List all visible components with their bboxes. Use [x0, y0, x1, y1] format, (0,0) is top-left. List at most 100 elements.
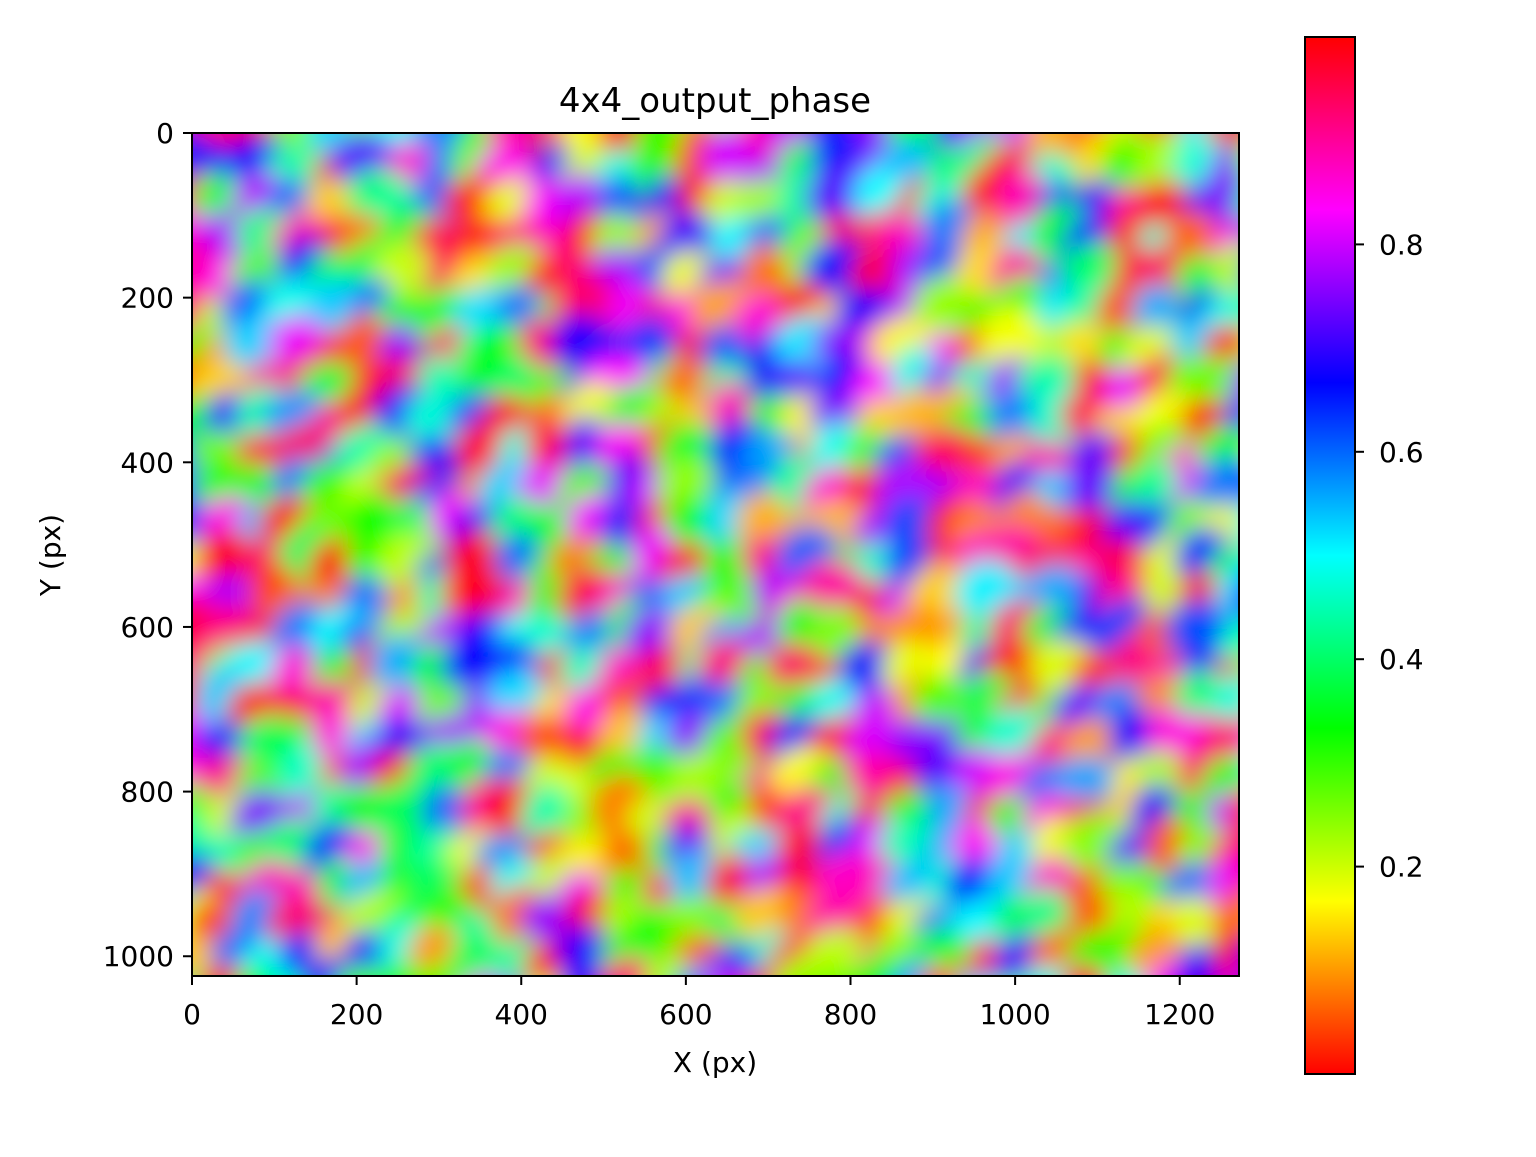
phase-cell	[1229, 792, 1239, 841]
phase-cell	[1204, 73, 1261, 121]
phase-cell	[192, 847, 194, 864]
phase-cell	[747, 970, 789, 976]
colorbar-tick-label: 0.2	[1379, 851, 1424, 884]
phase-cell	[1200, 133, 1217, 135]
phase-cell	[339, 965, 388, 976]
phase-cell	[1230, 968, 1298, 1024]
heatmap-plot	[115, 64, 1311, 1024]
phase-cell	[485, 133, 539, 153]
phase-cell	[1105, 64, 1158, 127]
phase-cell	[316, 76, 372, 132]
phase-cell	[1175, 254, 1223, 300]
y-tick-label: 600	[121, 611, 174, 644]
y-axis: 0 200 400 600 800 1000	[103, 117, 192, 973]
phase-cell	[279, 740, 326, 810]
phase-cell	[1213, 673, 1239, 728]
phase-cell	[776, 958, 816, 976]
x-tick-label: 400	[495, 998, 548, 1031]
phase-cell	[1052, 756, 1120, 806]
phase-cell	[878, 819, 938, 869]
x-tick-label: 800	[824, 998, 877, 1031]
phase-cell	[268, 315, 327, 366]
phase-cell	[1218, 617, 1239, 671]
phase-cell	[969, 133, 1006, 139]
phase-cell	[1063, 464, 1120, 523]
phase-cell	[192, 675, 194, 689]
phase-cell	[1229, 366, 1239, 404]
phase-cell	[126, 706, 182, 769]
phase-cell	[441, 561, 504, 626]
phase-cell	[556, 924, 610, 976]
phase-cell	[811, 967, 866, 976]
phase-cell	[525, 417, 573, 479]
phase-cell	[704, 968, 743, 976]
x-tick-label: 200	[330, 998, 383, 1031]
y-axis-label: Y (px)	[34, 514, 67, 597]
phase-cell	[1076, 70, 1124, 130]
phase-cell	[1236, 950, 1239, 976]
phase-cell	[926, 73, 982, 117]
phase-cell	[424, 73, 477, 132]
phase-cell	[1213, 242, 1239, 301]
phase-cell	[1251, 669, 1311, 740]
phase-cell	[805, 164, 869, 232]
phase-cell	[577, 974, 602, 976]
phase-cell	[1254, 384, 1303, 456]
phase-cell	[701, 133, 752, 196]
phase-cell	[1235, 148, 1239, 174]
colorbar-gradient	[1304, 36, 1356, 1075]
y-tick-label: 0	[156, 117, 174, 150]
phase-cell	[899, 133, 923, 137]
phase-cell	[446, 934, 497, 976]
phase-cell	[200, 72, 249, 132]
phase-cell	[340, 64, 393, 119]
phase-cell	[922, 963, 964, 976]
phase-cell	[1241, 643, 1304, 691]
phase-cell	[373, 780, 428, 841]
colorbar: 0.2 0.4 0.6 0.8	[1304, 36, 1424, 1075]
chart-title: 4x4_output_phase	[559, 81, 871, 121]
phase-cell	[1249, 818, 1307, 883]
phase-cell	[453, 67, 513, 114]
phase-cell	[1147, 960, 1190, 976]
phase-cell	[192, 505, 195, 536]
phase-cell	[1243, 461, 1293, 516]
phase-cell	[1109, 703, 1154, 773]
phase-cell	[1242, 245, 1306, 308]
phase-cell	[1217, 962, 1239, 976]
phase-cell	[1131, 283, 1182, 340]
phase-cell	[979, 307, 1044, 375]
phase-cell	[1113, 970, 1143, 976]
phase-cell	[1004, 68, 1048, 119]
phase-cell	[1255, 610, 1306, 666]
phase-cell	[658, 210, 717, 262]
phase-cell	[1242, 720, 1287, 786]
phase-cell	[127, 358, 172, 426]
phase-cell	[1242, 278, 1291, 346]
phase-cell	[373, 242, 431, 295]
phase-cell	[272, 75, 326, 127]
plot-frame	[191, 132, 1240, 977]
phase-cell	[1236, 194, 1239, 217]
phase-cell	[192, 193, 195, 215]
phase-cell	[244, 133, 273, 136]
phase-cell	[117, 68, 189, 131]
phase-cell	[413, 965, 474, 976]
phase-cell	[1204, 789, 1239, 837]
phase-cell	[1241, 543, 1294, 588]
phase-cell	[340, 313, 388, 370]
phase-cell	[1145, 815, 1191, 878]
x-axis-label: X (px)	[673, 1046, 757, 1079]
phase-cell	[115, 856, 185, 909]
phase-cell	[384, 71, 449, 121]
y-tick-label: 1000	[103, 940, 174, 973]
phase-cell	[192, 695, 197, 733]
phase-cell	[307, 956, 352, 976]
phase-cell	[1164, 598, 1232, 661]
phase-cell	[1250, 430, 1296, 478]
phase-cell	[1245, 739, 1298, 806]
x-axis: 0 200 400 600 800 1000 1200	[183, 976, 1215, 1031]
phase-cell	[1172, 670, 1231, 730]
phase-cell	[270, 645, 318, 704]
phase-cell	[1170, 895, 1217, 951]
